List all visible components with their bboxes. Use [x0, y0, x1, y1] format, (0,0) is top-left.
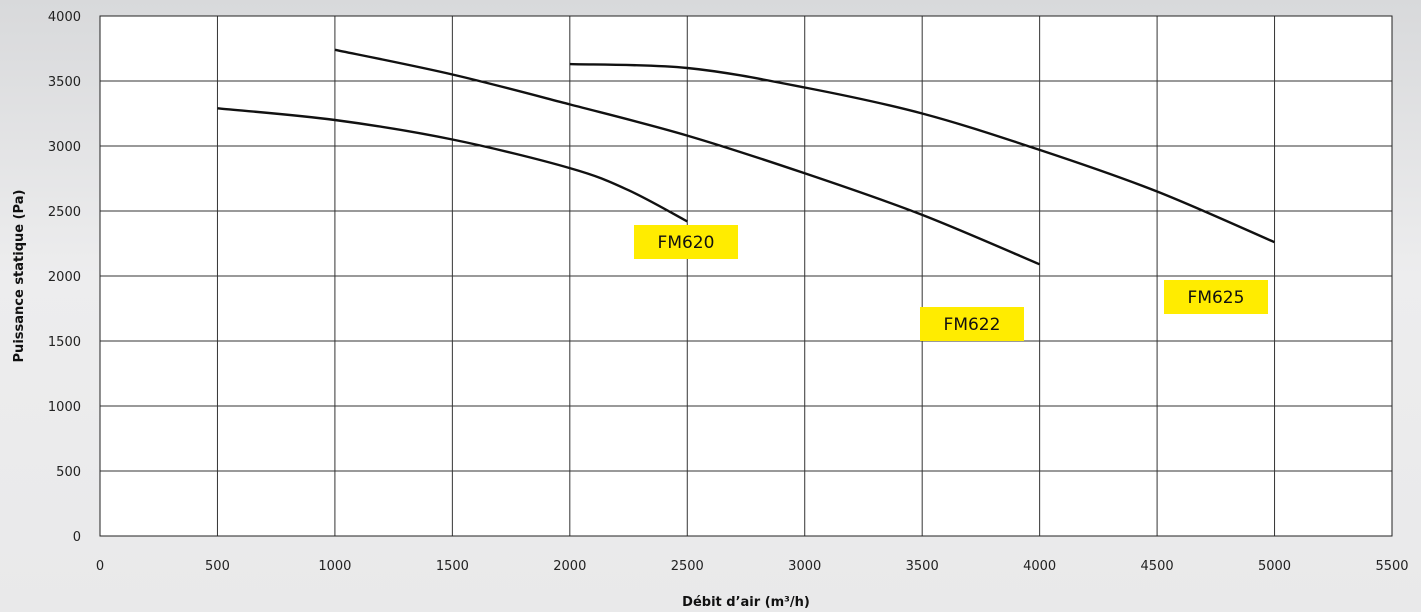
series-label-background: [1164, 280, 1268, 314]
y-tick-label: 0: [73, 530, 81, 545]
x-tick-label: 0: [96, 559, 104, 574]
series-label-fm620: FM620: [634, 225, 738, 259]
x-tick-label: 1500: [436, 559, 469, 574]
plot-frame: [99, 15, 1393, 537]
series-label-fm622: FM622: [920, 307, 1024, 341]
x-tick-label: 500: [205, 559, 230, 574]
plot-area: [99, 15, 1393, 537]
gridlines: [100, 16, 1392, 536]
x-tick-label: 1000: [318, 559, 351, 574]
y-tick-label: 1500: [48, 335, 81, 350]
series-label-background: [634, 225, 738, 259]
y-axis-title: Puissance statique (Pa): [12, 190, 27, 363]
series-line-fm620: [217, 107, 688, 223]
x-tick-label: 5000: [1258, 559, 1291, 574]
x-tick-label: 2000: [553, 559, 586, 574]
x-tick-label: 4000: [1023, 559, 1056, 574]
series-label-text: FM622: [944, 315, 1001, 335]
x-tick-label: 5500: [1375, 559, 1408, 574]
x-axis-title: Débit d’air (m³/h): [682, 595, 810, 610]
series-label-fm625: FM625: [1164, 280, 1268, 314]
x-axis-ticks: 0 500 1000 1500 2000 2500 3000 3500 4000 4500 5000…: [96, 559, 1409, 574]
y-tick-label: 2000: [48, 270, 81, 285]
series-label-background: [920, 307, 1024, 341]
x-tick-label: 3500: [906, 559, 939, 574]
series-label-text: FM620: [658, 233, 715, 253]
series-line-fm625: [569, 62, 1275, 244]
x-tick-label: 2500: [671, 559, 704, 574]
y-tick-label: 2500: [48, 205, 81, 220]
y-axis-ticks: 0 500 1000 1500 2000 2500 3000 3500 4000: [48, 10, 81, 545]
series-lines: [217, 48, 1275, 266]
y-tick-label: 1000: [48, 400, 81, 415]
y-tick-label: 4000: [48, 10, 81, 25]
y-tick-label: 3500: [48, 75, 81, 90]
y-tick-label: 3000: [48, 140, 81, 155]
y-tick-label: 500: [56, 465, 81, 480]
series-line-fm622: [334, 48, 1041, 266]
x-tick-label: 3000: [788, 559, 821, 574]
x-tick-label: 4500: [1141, 559, 1174, 574]
series-labels: FM620 FM622 FM625: [634, 225, 1268, 341]
series-label-text: FM625: [1188, 288, 1245, 308]
